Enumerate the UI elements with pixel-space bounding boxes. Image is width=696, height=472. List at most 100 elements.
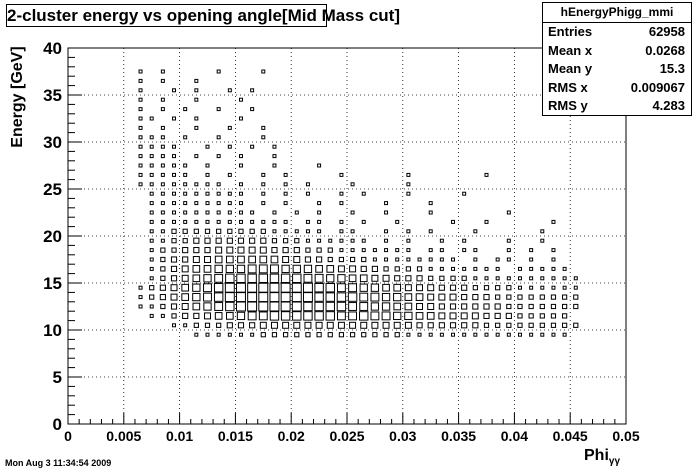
histogram-box <box>528 322 534 328</box>
histogram-box <box>271 247 278 254</box>
histogram-box <box>404 321 412 329</box>
histogram-box <box>304 256 312 263</box>
histogram-box <box>506 248 511 253</box>
histogram-box <box>550 303 557 310</box>
histogram-box <box>203 265 212 273</box>
histogram-box <box>238 332 243 337</box>
histogram-box <box>261 191 266 196</box>
histogram-box <box>404 293 413 301</box>
histogram-box <box>160 163 165 168</box>
histogram-box <box>505 312 512 319</box>
histogram-box <box>291 301 302 312</box>
histogram-box <box>339 191 344 196</box>
histogram-box <box>225 301 235 312</box>
histogram-box <box>461 322 468 329</box>
histogram-box <box>271 238 278 244</box>
histogram-box <box>259 246 267 254</box>
histogram-box <box>494 303 501 310</box>
histogram-box <box>193 312 200 319</box>
histogram-box <box>203 292 212 302</box>
histogram-box <box>269 282 280 293</box>
histogram-box <box>451 219 456 224</box>
histogram-box <box>406 229 411 234</box>
histogram-box <box>462 238 467 243</box>
histogram-box <box>149 210 154 215</box>
histogram-box <box>529 276 534 281</box>
histogram-box <box>269 311 280 321</box>
histogram-box <box>529 285 534 290</box>
histogram-box <box>460 312 468 320</box>
histogram-box <box>529 248 534 253</box>
histogram-box <box>562 266 567 271</box>
histogram-box <box>384 238 389 243</box>
histogram-box <box>160 144 165 149</box>
histogram-box <box>328 238 333 243</box>
x-tick-label: 0.02 <box>278 428 305 444</box>
histogram-box <box>282 321 290 329</box>
histogram-box <box>428 275 434 281</box>
histogram-box <box>203 283 212 293</box>
histogram-box <box>417 257 422 262</box>
histogram-box <box>302 282 313 293</box>
histogram-box <box>271 332 278 338</box>
histogram-box <box>540 276 545 281</box>
histogram-box <box>573 285 578 290</box>
histogram-box <box>439 266 444 271</box>
histogram-box <box>193 322 199 328</box>
histogram-box <box>305 247 311 253</box>
histogram-box <box>336 301 347 312</box>
histogram-box <box>428 248 433 253</box>
histogram-box <box>462 266 467 271</box>
histogram-box <box>348 274 357 283</box>
histogram-box <box>483 285 490 291</box>
histogram-box <box>550 294 557 300</box>
histogram-box <box>170 303 178 310</box>
histogram-box <box>473 257 478 262</box>
histogram-box <box>472 303 479 310</box>
histogram-box <box>283 238 289 244</box>
histogram-box <box>269 273 280 284</box>
histogram-box <box>183 163 188 168</box>
histogram-box <box>339 172 344 177</box>
histogram-box <box>438 312 446 320</box>
histogram-box <box>215 246 223 254</box>
histogram-box <box>336 292 347 302</box>
histogram-box <box>305 229 310 234</box>
histogram-box <box>172 172 177 177</box>
stats-row-rmsy: RMS y 4.283 <box>543 97 691 116</box>
histogram-box <box>160 135 165 140</box>
histogram-box <box>540 266 545 271</box>
histogram-box <box>461 303 468 310</box>
stats-row-rmsx: RMS x 0.009067 <box>543 79 691 98</box>
histogram-box <box>238 182 243 187</box>
histogram-box <box>382 283 390 292</box>
histogram-box <box>238 228 244 234</box>
histogram-box <box>294 238 300 244</box>
histogram-box <box>562 322 568 328</box>
histogram-box <box>193 237 200 244</box>
histogram-box <box>438 293 446 301</box>
histogram-box <box>160 107 165 112</box>
histogram-box <box>160 172 165 177</box>
histogram-box <box>495 266 500 271</box>
histogram-box <box>529 266 534 271</box>
histogram-box <box>473 229 478 234</box>
histogram-box <box>216 201 221 206</box>
histogram-box <box>339 229 344 234</box>
histogram-box <box>138 116 143 121</box>
histogram-box <box>427 284 435 292</box>
histogram-box <box>314 273 324 283</box>
histogram-box <box>170 275 178 282</box>
histogram-box <box>495 322 501 328</box>
histogram-box <box>283 182 288 187</box>
histogram-box <box>236 282 246 293</box>
histogram-box <box>395 248 400 253</box>
histogram-box <box>393 321 401 329</box>
histogram-box <box>160 97 165 102</box>
histogram-box <box>149 172 154 177</box>
histogram-box <box>317 238 322 243</box>
histogram-box <box>506 322 512 328</box>
histogram-box <box>551 248 556 253</box>
histogram-box <box>506 210 511 215</box>
histogram-box <box>224 282 235 293</box>
